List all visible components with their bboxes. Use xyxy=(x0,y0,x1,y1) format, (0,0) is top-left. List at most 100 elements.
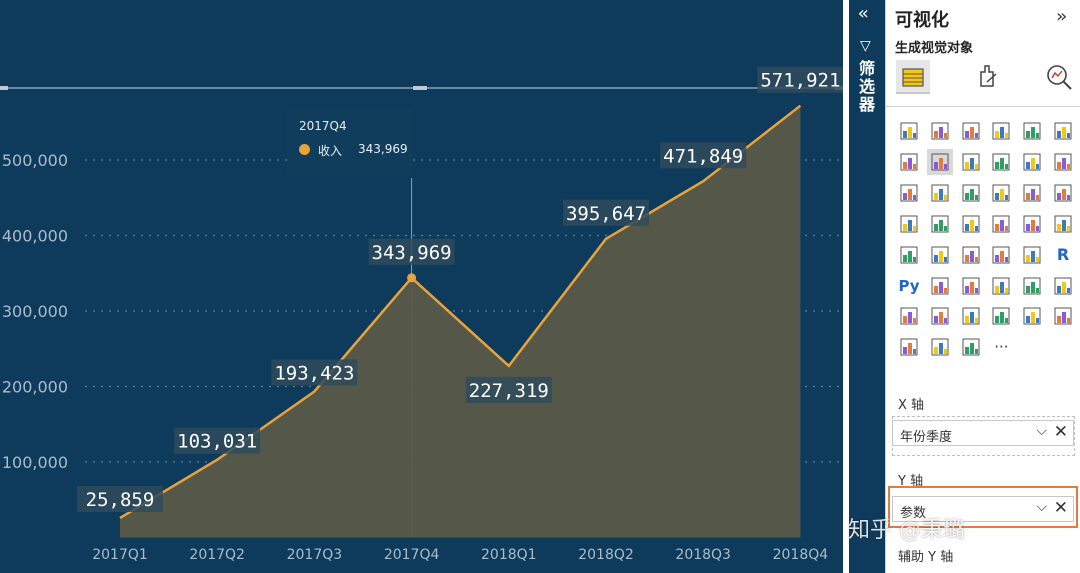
filter-visual-icon[interactable] xyxy=(958,334,984,360)
filled-map-icon[interactable] xyxy=(927,211,953,237)
fields-icon[interactable] xyxy=(896,60,930,94)
shape-map-icon[interactable] xyxy=(958,211,984,237)
refresh-icon[interactable] xyxy=(927,334,953,360)
area-chart[interactable]: 100,000 200,000 300,000 400,000 500,000 25,85… xyxy=(0,0,843,573)
100-column-icon[interactable] xyxy=(1050,118,1076,144)
search-icon[interactable] xyxy=(896,334,922,360)
power-apps-icon[interactable] xyxy=(896,303,922,329)
double-chevron-right-icon[interactable]: » xyxy=(1056,6,1067,27)
filters-pane-label[interactable]: 筛选器 xyxy=(856,60,878,114)
y-axis-field-name: 参数 xyxy=(900,506,927,521)
data-label: 471,849 xyxy=(663,145,743,167)
resize-handle xyxy=(0,86,8,90)
more-icon[interactable]: ··· xyxy=(994,338,1009,357)
stacked-column-icon[interactable] xyxy=(927,118,953,144)
data-label: 25,859 xyxy=(86,489,155,511)
funnel-chart-icon[interactable] xyxy=(927,180,953,206)
x-tick-label: 2018Q4 xyxy=(773,547,829,563)
filters-label-text: 筛选器 xyxy=(858,59,875,114)
kpi-icon[interactable] xyxy=(927,242,953,268)
data-label: 193,423 xyxy=(274,362,354,384)
100-bar-icon[interactable] xyxy=(1019,118,1045,144)
sankey-icon[interactable] xyxy=(988,303,1014,329)
pie-chart-icon[interactable] xyxy=(988,180,1014,206)
double-chevron-left-icon[interactable]: « xyxy=(858,3,869,24)
x-tick-label: 2018Q1 xyxy=(481,547,537,563)
key-influencers-icon[interactable] xyxy=(927,273,953,299)
x-axis-field-pill[interactable]: 年份季度 ⌵ ✕ xyxy=(892,420,1074,446)
watermark: 知乎 @秉璐 xyxy=(848,518,965,543)
paginated-report-icon[interactable] xyxy=(1050,273,1076,299)
pane-divider xyxy=(843,0,849,573)
narrative-icon[interactable] xyxy=(1019,273,1045,299)
x-axis-label: X 轴 xyxy=(898,398,925,413)
matrix-icon[interactable] xyxy=(1019,242,1045,268)
data-label-bg xyxy=(660,142,747,169)
x-axis-field-name: 年份季度 xyxy=(900,430,953,445)
data-label-bg xyxy=(77,485,163,512)
analytics-icon[interactable] xyxy=(1042,60,1076,94)
scatter-icon[interactable] xyxy=(958,180,984,206)
y-tick-label: 500,000 xyxy=(2,151,68,170)
tooltip-value: 343,969 xyxy=(358,142,408,156)
stacked-bar-icon[interactable] xyxy=(896,118,922,144)
y-tick-label: 100,000 xyxy=(2,453,68,472)
chevron-down-icon[interactable]: ⌵ xyxy=(1036,499,1047,515)
data-point xyxy=(407,273,417,283)
y-axis-label: Y 轴 xyxy=(898,474,924,489)
resize-handle xyxy=(413,86,427,90)
data-label-bg xyxy=(465,376,552,403)
azure-map-icon[interactable] xyxy=(988,211,1014,237)
y-tick-label: 300,000 xyxy=(2,302,68,321)
secondary-y-axis-label: 辅助 Y 轴 xyxy=(898,550,954,565)
chart-tooltip: 2017Q4 收入 343,969 xyxy=(287,110,413,176)
report-canvas[interactable]: 100,000 200,000 300,000 400,000 500,000 25,85… xyxy=(0,0,843,573)
close-icon[interactable]: ✕ xyxy=(1053,422,1068,442)
y-tick-label: 200,000 xyxy=(2,378,68,397)
play-axis-icon[interactable] xyxy=(1050,303,1076,329)
data-label-bg xyxy=(368,238,455,265)
waterfall-icon[interactable] xyxy=(896,180,922,206)
filters-pane[interactable]: « ▽ 筛选器 xyxy=(849,0,885,573)
line-column-icon[interactable] xyxy=(988,149,1014,175)
x-tick-label: 2017Q4 xyxy=(384,547,440,563)
decomposition-tree-icon[interactable] xyxy=(958,273,984,299)
y-tick-label: 400,000 xyxy=(2,227,68,246)
line-clustered-icon[interactable] xyxy=(1019,149,1045,175)
close-icon[interactable]: ✕ xyxy=(1053,498,1068,518)
x-tick-label: 2017Q2 xyxy=(189,547,245,563)
data-label: 227,319 xyxy=(469,380,549,402)
r-visual-icon[interactable]: R xyxy=(1056,245,1070,265)
gauge-icon[interactable] xyxy=(1019,211,1045,237)
x-tick-label: 2018Q2 xyxy=(578,547,634,563)
visualizations-pane: 可视化 » 生成视觉对象 R Py ··· X 轴 年份季度 ⌵ ✕ Y 轴 参数 … xyxy=(885,0,1080,573)
slicer-icon[interactable] xyxy=(958,242,984,268)
multirow-card-icon[interactable] xyxy=(896,242,922,268)
python-visual-icon[interactable]: Py xyxy=(898,276,920,295)
chevron-down-icon[interactable]: ⌵ xyxy=(1036,423,1047,439)
clustered-bar-icon[interactable] xyxy=(958,118,984,144)
data-label: 571,921 xyxy=(760,70,840,92)
line-chart-icon[interactable] xyxy=(896,149,922,175)
y-axis-field-pill[interactable]: 参数 ⌵ ✕ xyxy=(892,496,1074,522)
qa-icon[interactable] xyxy=(988,273,1014,299)
map-icon[interactable] xyxy=(896,211,922,237)
data-label: 395,647 xyxy=(566,203,646,225)
format-icon[interactable] xyxy=(970,60,1004,94)
stacked-area-icon[interactable] xyxy=(958,149,984,175)
x-tick-label: 2017Q3 xyxy=(287,547,343,563)
clustered-column-icon[interactable] xyxy=(988,118,1014,144)
ribbon-chart-icon[interactable] xyxy=(1050,149,1076,175)
tiles-icon[interactable] xyxy=(1019,303,1045,329)
donut-chart-icon[interactable] xyxy=(1019,180,1045,206)
arcgis-icon[interactable] xyxy=(958,303,984,329)
table-icon[interactable] xyxy=(988,242,1014,268)
card-icon[interactable] xyxy=(1050,211,1076,237)
area-chart-icon[interactable] xyxy=(926,148,953,175)
data-label-bg xyxy=(757,66,843,93)
x-tick-label: 2018Q3 xyxy=(675,547,731,563)
funnel-icon: ▽ xyxy=(860,38,871,54)
power-automate-icon[interactable] xyxy=(927,303,953,329)
y-axis-highlight xyxy=(888,486,1078,528)
treemap-icon[interactable] xyxy=(1050,180,1076,206)
